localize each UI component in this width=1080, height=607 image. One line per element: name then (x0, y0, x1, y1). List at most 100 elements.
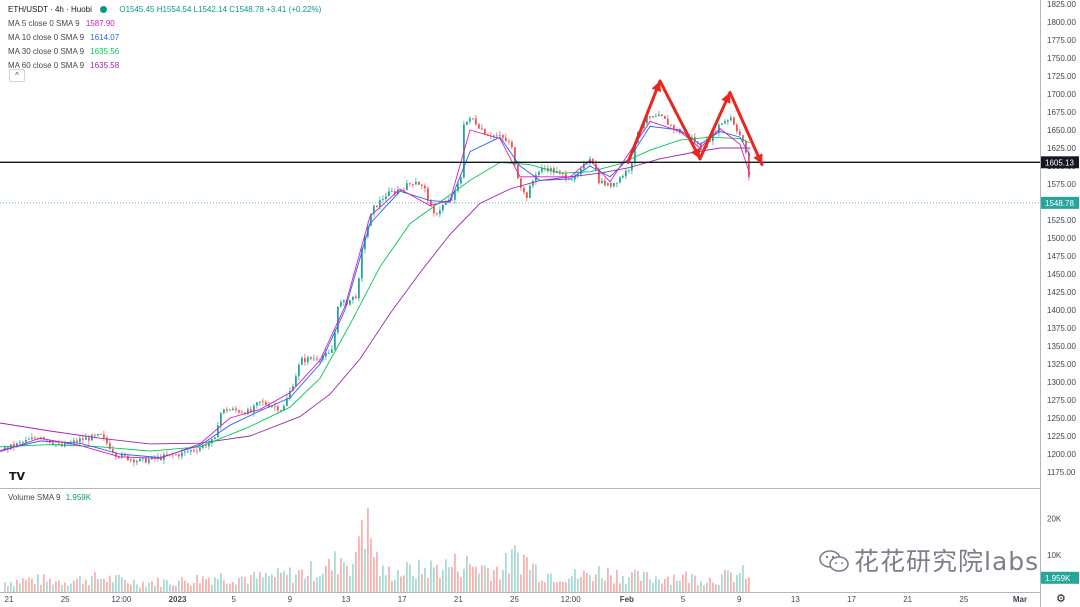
volume-bar (553, 581, 555, 592)
price-tick-label: 1750.00 (1047, 54, 1076, 63)
volume-bar (526, 557, 528, 592)
candle-body (388, 191, 390, 197)
price-axis: 1825.00 1800.00 1775.00 1750.00 1725.00 1700.… (1047, 0, 1076, 477)
price-tick-label: 1350.00 (1047, 342, 1076, 351)
arrow-head (690, 147, 700, 159)
indicator-ma5[interactable]: MA 5 close 0 SMA 9 1587.90 (8, 17, 321, 31)
candle-body (616, 182, 618, 184)
candle-body (64, 442, 66, 447)
candle-body (613, 182, 615, 187)
candle-body (97, 434, 99, 436)
indicator-ma30[interactable]: MA 30 close 0 SMA 9 1635.56 (8, 45, 321, 59)
volume-bar (73, 580, 75, 592)
candle-body (481, 128, 483, 130)
candle-body (190, 450, 192, 452)
volume-bar (127, 583, 129, 592)
volume-bar (664, 578, 666, 592)
time-tick-label: 9 (288, 595, 293, 604)
volume-bar (337, 574, 339, 592)
volume-bar (634, 569, 636, 592)
candle-body (205, 445, 207, 447)
candle-body (82, 438, 84, 440)
volume-bar (166, 579, 168, 592)
volume-bar (520, 574, 522, 592)
volume-bar (136, 584, 138, 592)
candle-body (508, 140, 510, 142)
volume-bar (355, 551, 357, 592)
volume-bar (538, 582, 540, 592)
volume-bar (295, 574, 297, 592)
candle-body (391, 191, 393, 192)
candle-body (658, 114, 660, 117)
candle-body (94, 434, 96, 436)
candle-body (649, 116, 651, 118)
volume-bar (361, 520, 363, 592)
price-tick-label: 1625.00 (1047, 144, 1076, 153)
candle-body (730, 117, 732, 121)
candle-body (238, 410, 240, 413)
candle-body (445, 202, 447, 205)
price-tick-label: 1475.00 (1047, 252, 1076, 261)
candle-body (457, 183, 459, 191)
volume-bar (619, 583, 621, 592)
indicator-value: 1587.90 (85, 19, 115, 28)
volume-bar (280, 572, 282, 592)
volume-bar (157, 577, 159, 592)
volume-bar (352, 563, 354, 592)
candle-body (565, 173, 567, 179)
volume-bar (220, 572, 222, 592)
volume-bar (454, 553, 456, 592)
volume-bar (319, 575, 321, 592)
volume-bar (31, 578, 33, 592)
volume-bar (307, 575, 309, 592)
indicator-value: 1614.07 (90, 33, 120, 42)
candle-body (559, 171, 561, 173)
tradingview-logo: TV (9, 470, 26, 483)
volume-label: Volume SMA 9 (8, 493, 61, 502)
volume-bar (22, 578, 24, 592)
volume-bar (727, 570, 729, 592)
candle-body (628, 170, 630, 172)
candle-body (652, 116, 654, 118)
volume-bar (331, 570, 333, 592)
candle-body (25, 439, 27, 443)
candle-body (382, 198, 384, 200)
candle-body (250, 409, 252, 413)
price-tick-label: 1275.00 (1047, 396, 1076, 405)
candle-body (421, 184, 423, 186)
symbol-label[interactable]: ETH/USDT · 4h · Huobi (8, 5, 92, 14)
candle-body (379, 199, 381, 208)
volume-bar (511, 549, 513, 592)
volume-bar (649, 579, 651, 592)
candle-body (265, 402, 267, 405)
candle-body (553, 168, 555, 173)
volume-bar (535, 564, 537, 592)
volume-bar (46, 581, 48, 592)
candle-body (349, 299, 351, 305)
volume-bar (256, 578, 258, 592)
volume-bar (682, 574, 684, 592)
candle-body (724, 121, 726, 124)
collapse-legend-button[interactable]: ^ (9, 69, 25, 82)
indicator-ma10[interactable]: MA 10 close 0 SMA 9 1614.07 (8, 31, 321, 45)
time-tick-label: 9 (737, 595, 742, 604)
indicator-ma60[interactable]: MA 60 close 0 SMA 9 1635.58 (8, 59, 321, 73)
volume-legend[interactable]: Volume SMA 9 1.959K (8, 493, 91, 502)
candle-body (286, 398, 288, 406)
indicator-label: MA 60 close 0 SMA 9 (8, 61, 85, 70)
candle-body (91, 434, 93, 441)
volume-tick-label: 10K (1047, 551, 1062, 560)
volume-bar (34, 583, 36, 592)
support-line-tag (1041, 156, 1079, 169)
candle-body (436, 213, 438, 215)
candle-body (433, 206, 435, 214)
volume-bar (175, 586, 177, 592)
volume-bar (229, 583, 231, 592)
candle-body (748, 152, 750, 178)
candle-body (412, 184, 414, 185)
candle-body (259, 401, 261, 403)
market-status-icon (100, 6, 108, 13)
settings-icon[interactable]: ⚙ (1056, 593, 1066, 605)
volume-bar (451, 566, 453, 592)
